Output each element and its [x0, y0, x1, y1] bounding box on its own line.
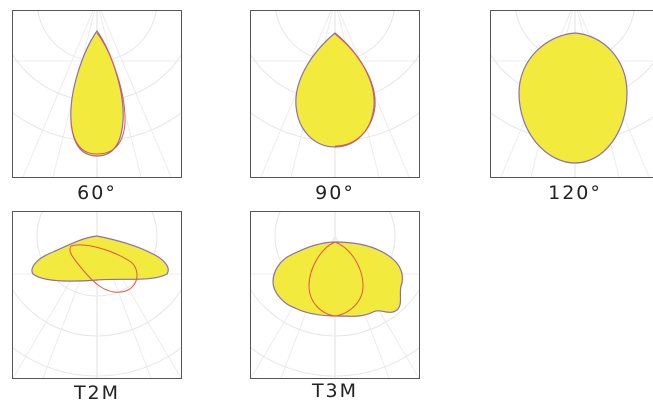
polar-plot-t3m	[250, 211, 420, 379]
beam-shape	[518, 32, 628, 164]
caption-t2m: T2M	[73, 382, 121, 404]
polar-plot-120	[490, 10, 653, 178]
caption-120: 120°	[548, 182, 602, 204]
beam-shape	[272, 241, 404, 317]
caption-90: 90°	[315, 182, 355, 204]
beam-outline-secondary	[70, 32, 126, 155]
polar-plot-t2m	[12, 211, 182, 379]
beam-shape	[295, 32, 375, 148]
caption-t3m: T3M	[311, 380, 359, 402]
beam-shape	[70, 29, 124, 157]
beam-shape	[31, 235, 169, 282]
polar-plot-90	[250, 10, 420, 178]
beam-outline-secondary	[334, 33, 376, 147]
beam-outline-secondary	[69, 244, 138, 293]
polar-plot-60	[12, 10, 182, 178]
beam-outline-secondary	[308, 241, 364, 317]
caption-60: 60°	[77, 182, 117, 204]
